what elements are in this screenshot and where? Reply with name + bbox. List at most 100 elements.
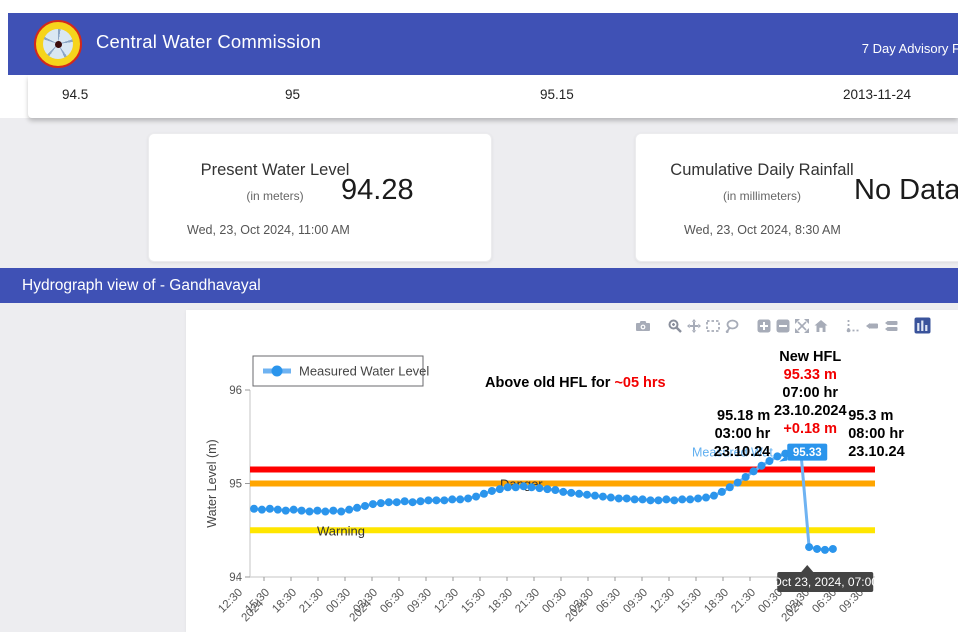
data-point — [495, 485, 504, 494]
hover-value-label: 95.33 — [779, 443, 828, 462]
cwc-emblem-center — [54, 40, 62, 48]
data-point — [257, 505, 266, 514]
hover-compare-icon[interactable] — [881, 317, 900, 334]
card-unit: (in meters) — [246, 189, 304, 203]
reset-axes-icon[interactable] — [811, 317, 830, 334]
data-point — [678, 495, 687, 504]
data-point — [773, 452, 782, 461]
data-point — [361, 501, 370, 510]
data-point — [408, 498, 417, 507]
above-old-hfl-annotation: Above old HFL for ~05 hrs — [485, 375, 666, 391]
data-point — [265, 504, 274, 513]
data-point — [416, 497, 425, 506]
data-point — [622, 494, 631, 503]
data-point — [749, 467, 758, 476]
x-tick-label: 21:30 — [729, 587, 758, 616]
app-header: Central Water Commission 7 Day Advisory … — [8, 13, 958, 75]
new-hfl-annotation-line: 07:00 hr — [782, 385, 838, 401]
left-point-annotation-line: 03:00 hr — [715, 426, 771, 442]
right-point-annotation-line: 95.3 m — [848, 408, 893, 424]
data-point — [305, 507, 314, 516]
data-point — [392, 498, 401, 507]
x-tick-label: 09:30 — [621, 587, 650, 616]
zoom-icon[interactable] — [665, 317, 684, 334]
camera-icon[interactable] — [633, 317, 652, 334]
data-point — [329, 506, 338, 515]
hover-closest-icon[interactable] — [862, 317, 881, 334]
data-point — [519, 482, 528, 491]
right-point-annotation-line: 23.10.24 — [848, 444, 904, 460]
data-point — [289, 505, 298, 514]
y-tick-label: 94 — [229, 572, 242, 584]
data-point — [448, 495, 457, 504]
hydrograph-section-title: Hydrograph view of - Gandhavayal — [22, 277, 261, 294]
data-point — [313, 506, 322, 515]
x-tick-label: 18:30 — [270, 587, 299, 616]
x-axis-tooltip: Oct 23, 2024, 07:00 — [773, 565, 879, 592]
x-tick-label: 00:30 — [540, 587, 569, 616]
data-point — [638, 495, 647, 504]
data-point — [456, 495, 465, 504]
x-tick-label: 12:30 — [216, 587, 245, 616]
data-point — [281, 506, 290, 515]
data-point — [321, 507, 330, 516]
data-point — [345, 505, 354, 514]
station-summary-row: 94.5 95 95.15 2013-11-24 — [28, 75, 958, 118]
data-point — [250, 504, 258, 513]
x-tick-label: 18:30 — [486, 587, 515, 616]
data-point — [813, 544, 822, 553]
data-point — [376, 499, 385, 508]
plotly-logo-icon[interactable] — [913, 317, 932, 334]
data-point — [503, 483, 512, 492]
legend[interactable]: Measured Water Level — [252, 355, 429, 387]
data-point — [368, 500, 377, 509]
data-point — [479, 489, 488, 498]
zoom-out-icon[interactable] — [773, 317, 792, 334]
data-point — [820, 545, 829, 554]
data-point — [598, 492, 607, 501]
pan-icon[interactable] — [684, 317, 703, 334]
svg-text:Oct 23, 2024, 07:00: Oct 23, 2024, 07:00 — [773, 575, 879, 589]
cumulative-rainfall-card: Cumulative Daily Rainfall (in millimeter… — [635, 133, 958, 262]
x-tick-label: 15:30 — [459, 587, 488, 616]
data-point — [384, 498, 393, 507]
warning-label: Warning — [317, 523, 365, 538]
cumulative-rainfall-value: No Data — [854, 174, 958, 206]
data-point — [670, 496, 679, 505]
data-point — [575, 489, 584, 498]
data-point — [440, 496, 449, 505]
card-timestamp: Wed, 23, Oct 2024, 8:30 AM — [684, 223, 841, 237]
x-tick-label: 00:30 — [324, 587, 353, 616]
data-point — [559, 487, 568, 496]
zoom-in-icon[interactable] — [754, 317, 773, 334]
hydrograph-chart-card: 94 95 96 Water Level (m) 12:30 2024 15:30 18:30… — [186, 310, 958, 632]
data-point — [400, 497, 409, 506]
data-point — [694, 494, 703, 503]
seven-day-advisory-link[interactable]: 7 Day Advisory F — [861, 41, 958, 56]
data-point — [472, 492, 481, 501]
new-hfl-annotation-line: 23.10.2024 — [774, 403, 847, 419]
data-point — [606, 493, 615, 502]
lasso-icon[interactable] — [722, 317, 741, 334]
svg-text:95.33: 95.33 — [793, 447, 822, 459]
data-point — [614, 494, 623, 503]
x-tick-label: 06:30 — [594, 587, 623, 616]
left-point-annotation-line: 95.18 m — [717, 408, 770, 424]
data-point — [511, 483, 520, 492]
data-point — [297, 506, 306, 515]
data-point — [702, 493, 711, 502]
data-point — [567, 488, 576, 497]
data-point — [741, 472, 750, 481]
plotly-modebar — [620, 317, 932, 334]
x-tick-label: 21:30 — [513, 587, 542, 616]
data-point — [464, 494, 473, 503]
card-title: Present Water Level — [200, 161, 350, 179]
data-point — [805, 543, 814, 552]
data-point — [353, 503, 362, 512]
legend-label: Measured Water Level — [299, 364, 429, 379]
y-axis-title: Water Level (m) — [205, 439, 219, 527]
autoscale-icon[interactable] — [792, 317, 811, 334]
spikelines-icon[interactable] — [843, 317, 862, 334]
box-select-icon[interactable] — [703, 317, 722, 334]
